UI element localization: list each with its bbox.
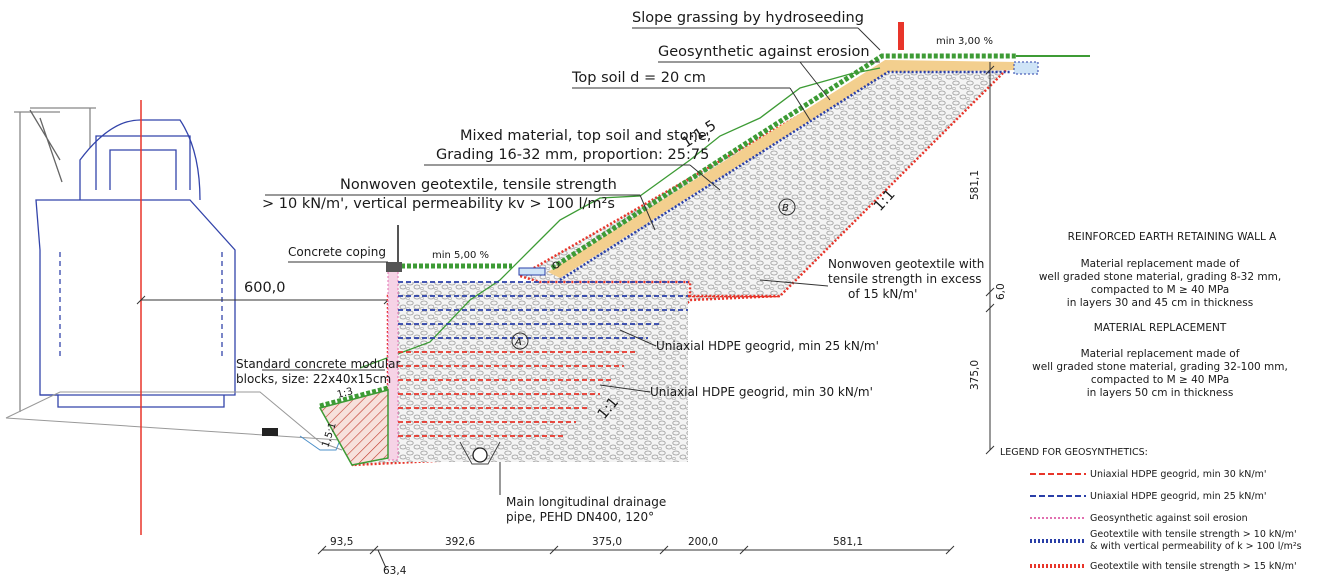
label-geogrid25: Uniaxial HDPE geogrid, min 25 kN/m' [656, 339, 879, 353]
label-min3: min 3,00 % [936, 36, 993, 47]
zone-a-fill [388, 282, 688, 462]
replacement-title: MATERIAL REPLACEMENT [1094, 322, 1227, 334]
replacement-line-2: well graded stone material, grading 32-1… [1032, 361, 1288, 373]
label-hydroseeding: Slope grassing by hydroseeding [632, 10, 864, 26]
label-min5: min 5,00 % [432, 250, 489, 261]
concrete-coping [386, 262, 402, 272]
legend-title: LEGEND FOR GEOSYNTHETICS: [1000, 447, 1148, 458]
legend: LEGEND FOR GEOSYNTHETICS: Uniaxial HDPE … [1000, 447, 1302, 572]
label-geogrid30: Uniaxial HDPE geogrid, min 30 kN/m' [650, 385, 873, 399]
dim-375: 375,0 [592, 536, 622, 548]
legend-item-geogrid30: Uniaxial HDPE geogrid, min 30 kN/m' [1090, 469, 1266, 480]
replacement-line-1: Material replacement made of [1081, 348, 1240, 360]
dim-581: 581,1 [833, 536, 863, 548]
dim-93: 93,5 [330, 536, 353, 548]
legend-item-geotextile15: Geotextile with tensile strength > 15 kN… [1090, 561, 1297, 572]
marker-post [898, 22, 904, 50]
dim-63: 63,4 [383, 565, 407, 577]
label-nonwoven15-3: of 15 kN/m' [848, 287, 917, 301]
label-nonwoven-2: > 10 kN/m', vertical permeability kv > 1… [262, 196, 615, 212]
legend-item-erosion: Geosynthetic against soil erosion [1090, 513, 1248, 524]
wall-a-line-4: in layers 30 and 45 cm in thickness [1067, 297, 1253, 309]
railway-structure [14, 108, 235, 412]
dim-6: 6,0 [995, 283, 1007, 300]
label-drain-1: Main longitudinal drainage [506, 495, 666, 509]
dim-581-vertical: 581,1 [969, 170, 981, 200]
label-coping: Concrete coping [288, 245, 386, 259]
label-nonwoven15-2: tensile strength in excess [828, 272, 981, 286]
bottom-dimension-chain [318, 546, 954, 568]
dim-600 [137, 296, 392, 304]
top-ditch [1014, 62, 1038, 74]
label-blocks-2: blocks, size: 22x40x15cm [236, 372, 391, 386]
label-nonwoven-1: Nonwoven geotextile, tensile strength [340, 177, 617, 193]
label-topsoil: Top soil d = 20 cm [571, 70, 706, 86]
zone-b-label: B [782, 203, 789, 214]
platform-ditch [519, 268, 545, 275]
legend-item-geotextile10-b: & with vertical permeability of k > 100 … [1090, 541, 1302, 552]
dim-392: 392,6 [445, 536, 475, 548]
wall-a-line-3: compacted to M ≥ 40 MPa [1091, 284, 1229, 296]
dim-200: 200,0 [688, 536, 718, 548]
legend-item-geotextile10: Geotextile with tensile strength > 10 kN… [1090, 529, 1297, 540]
rail-bed [6, 392, 342, 450]
drainage-pipe [473, 448, 487, 462]
label-drain-2: pipe, PEHD DN400, 120° [506, 510, 654, 524]
legend-item-geogrid25: Uniaxial HDPE geogrid, min 25 kN/m' [1090, 491, 1266, 502]
wall-a-line-1: Material replacement made of [1081, 258, 1240, 270]
dim-600-label: 600,0 [244, 280, 286, 296]
replacement-line-4: in layers 50 cm in thickness [1087, 387, 1234, 399]
label-mixed-1: Mixed material, top soil and stone, [460, 128, 711, 144]
vertical-dims [986, 62, 994, 454]
label-mixed-2: Grading 16-32 mm, proportion: 25:75 [436, 147, 709, 163]
wall-a-line-2: well graded stone material, grading 8-32… [1039, 271, 1281, 283]
wall-a-title: REINFORCED EARTH RETAINING WALL A [1068, 231, 1277, 243]
replacement-line-3: compacted to M ≥ 40 MPa [1091, 374, 1229, 386]
dim-375-vertical: 375,0 [969, 360, 981, 390]
label-blocks-1: Standard concrete modular [236, 357, 400, 371]
label-nonwoven15-1: Nonwoven geotextile with [828, 257, 984, 271]
label-erosion-geosynthetic: Geosynthetic against erosion [658, 44, 870, 60]
zone-a-label: A [514, 337, 522, 348]
